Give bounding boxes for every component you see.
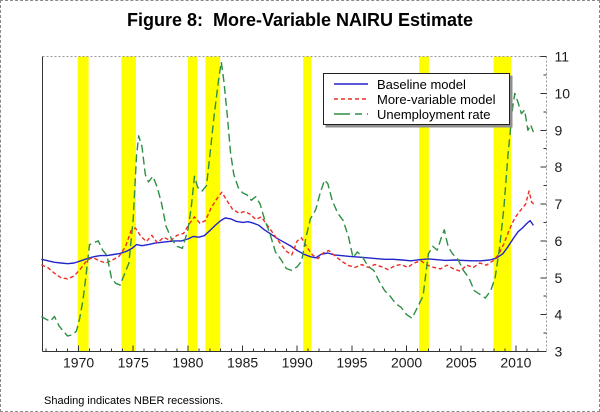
recession-bands [77, 56, 511, 352]
svg-text:1985: 1985 [227, 355, 258, 371]
series-unemployment-rate [41, 61, 535, 337]
series-more-variable-model [41, 190, 535, 280]
legend-item-baseline-model: Baseline model [332, 77, 501, 92]
svg-text:2000: 2000 [391, 355, 422, 371]
svg-text:1980: 1980 [172, 355, 203, 371]
plot-frame [42, 56, 547, 352]
series-baseline-model [41, 217, 534, 265]
svg-text:4: 4 [555, 307, 563, 323]
svg-text:2010: 2010 [500, 355, 531, 371]
x-axis: 1970 1975 1980 1985 1990 1995 2000 2005 2010 [45, 345, 539, 371]
legend-label-baseline-model: Baseline model [377, 76, 466, 92]
legend: Baseline model More-variable model Unemp… [323, 73, 510, 125]
svg-text:6: 6 [555, 233, 563, 249]
svg-text:1975: 1975 [118, 355, 149, 371]
svg-text:8: 8 [555, 159, 563, 175]
svg-text:5: 5 [555, 270, 563, 286]
legend-label-more-variable-model: More-variable model [377, 91, 496, 107]
svg-text:1990: 1990 [282, 355, 313, 371]
note-shading: Shading indicates NBER recessions. [44, 395, 224, 407]
unemployment-rate-line-icon [334, 113, 368, 115]
svg-text:9: 9 [555, 122, 563, 138]
svg-text:1970: 1970 [63, 355, 94, 371]
figure-title: Figure 8: More-Variable NAIRU Estimate [126, 10, 474, 30]
footnotes: Shading indicates NBER recessions. Note:… [44, 366, 321, 411]
svg-text:3: 3 [555, 344, 563, 360]
legend-item-unemployment-rate: Unemployment rate [332, 107, 501, 122]
y-axis: 3 4 5 6 7 8 9 10 11 [540, 49, 571, 360]
svg-text:10: 10 [555, 85, 571, 101]
svg-text:1995: 1995 [336, 355, 367, 371]
svg-text:11: 11 [555, 49, 570, 65]
legend-label-unemployment-rate: Unemployment rate [377, 106, 491, 122]
more-variable-model-line-icon [334, 98, 368, 100]
svg-text:7: 7 [555, 196, 563, 212]
baseline-model-line-icon [334, 83, 368, 85]
legend-item-more-variable-model: More-variable model [332, 92, 501, 107]
svg-text:2005: 2005 [446, 355, 477, 371]
